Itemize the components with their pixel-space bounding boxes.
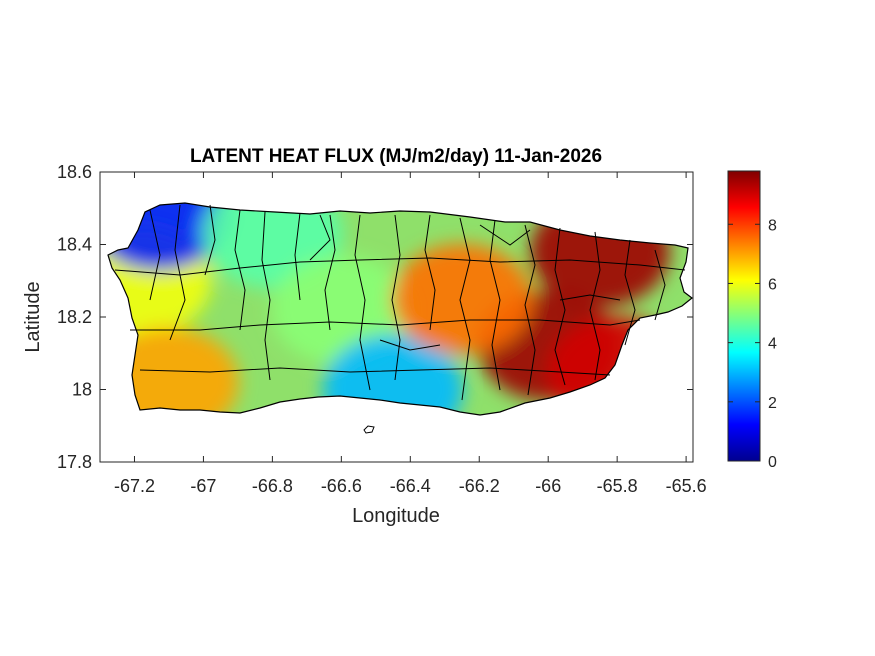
x-tick-label: -66 xyxy=(535,476,561,496)
x-tick-label: -66.2 xyxy=(459,476,500,496)
small-island-outline xyxy=(363,425,375,434)
chart-title: LATENT HEAT FLUX (MJ/m2/day) 11-Jan-2026 xyxy=(190,146,602,167)
municipal-boundaries xyxy=(114,204,686,401)
heat-region xyxy=(392,243,533,354)
heat-region xyxy=(323,334,464,415)
colorbar-tick-label: 8 xyxy=(768,217,777,234)
colorbar: 0 2 4 6 8 xyxy=(727,170,777,471)
y-tick-label: 18 xyxy=(72,380,92,400)
colorbar-tick-label: 6 xyxy=(768,276,777,293)
colorbar-tick-label: 2 xyxy=(768,395,777,412)
x-tick-label: -67.2 xyxy=(114,476,155,496)
x-axis-label: Longitude xyxy=(352,505,440,527)
x-axis: -67.2 -67 -66.8 -66.6 -66.4 -66.2 -66 -65.8 -65.… xyxy=(114,172,707,496)
colorbar-ticks: 0 2 4 6 8 xyxy=(728,217,777,471)
y-axis-label: Latitude xyxy=(22,281,44,352)
x-tick-label: -65.8 xyxy=(597,476,638,496)
y-axis: 17.8 18 18.2 18.4 18.6 xyxy=(57,162,693,472)
x-tick-label: -66.8 xyxy=(252,476,293,496)
x-tick-label: -66.4 xyxy=(390,476,431,496)
island-outline xyxy=(107,202,693,416)
x-tick-label: -66.6 xyxy=(321,476,362,496)
colorbar-gradient xyxy=(727,170,761,462)
y-tick-label: 18.4 xyxy=(57,235,92,255)
x-tick-label: -67 xyxy=(190,476,216,496)
y-tick-label: 17.8 xyxy=(57,452,92,472)
colorbar-tick-label: 4 xyxy=(768,336,777,353)
colorbar-tick-label: 0 xyxy=(768,454,777,471)
x-tick-label: -65.6 xyxy=(666,476,707,496)
y-tick-label: 18.6 xyxy=(57,162,92,182)
y-tick-label: 18.2 xyxy=(57,307,92,327)
